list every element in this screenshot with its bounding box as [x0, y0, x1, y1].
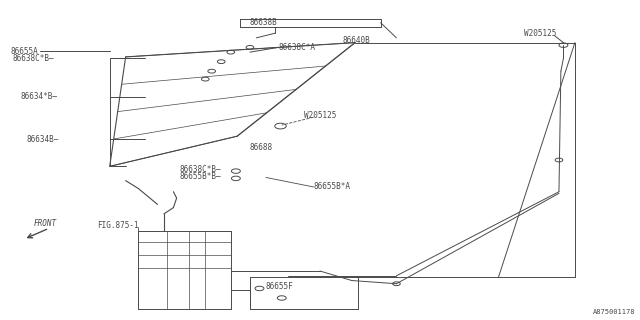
Text: 86638C*A: 86638C*A	[278, 43, 316, 52]
Text: 86638C*B—: 86638C*B—	[12, 54, 54, 63]
Text: FIG.875-1: FIG.875-1	[97, 220, 139, 229]
Text: 86638B: 86638B	[250, 18, 278, 27]
Text: A875001178: A875001178	[593, 309, 636, 315]
Text: 86655A: 86655A	[11, 47, 38, 56]
Text: W205125: W205125	[524, 28, 556, 38]
Text: W205125: W205125	[304, 111, 337, 120]
Text: FRONT: FRONT	[33, 219, 56, 228]
Text: 86634*B—: 86634*B—	[20, 92, 58, 101]
Text: 86638C*B—: 86638C*B—	[180, 165, 221, 174]
Text: 86640B: 86640B	[342, 36, 370, 44]
Text: 86655B*B—: 86655B*B—	[180, 172, 221, 181]
Text: 86655F: 86655F	[266, 282, 294, 292]
Text: 86688: 86688	[250, 143, 273, 152]
Text: 86655B*A: 86655B*A	[314, 182, 351, 191]
Text: 86634B—: 86634B—	[27, 135, 60, 144]
